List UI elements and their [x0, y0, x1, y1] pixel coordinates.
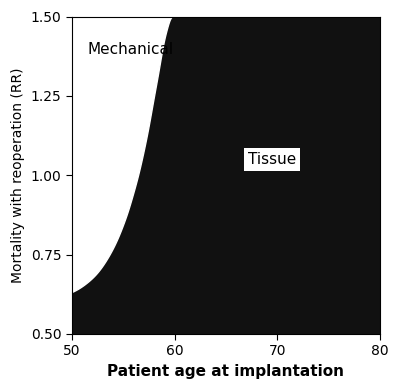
- Y-axis label: Mortality with reoperation (RR): Mortality with reoperation (RR): [11, 67, 25, 283]
- Text: Mechanical: Mechanical: [87, 42, 173, 57]
- Text: Tissue: Tissue: [248, 152, 296, 167]
- Polygon shape: [72, 17, 172, 292]
- X-axis label: Patient age at implantation: Patient age at implantation: [108, 364, 344, 379]
